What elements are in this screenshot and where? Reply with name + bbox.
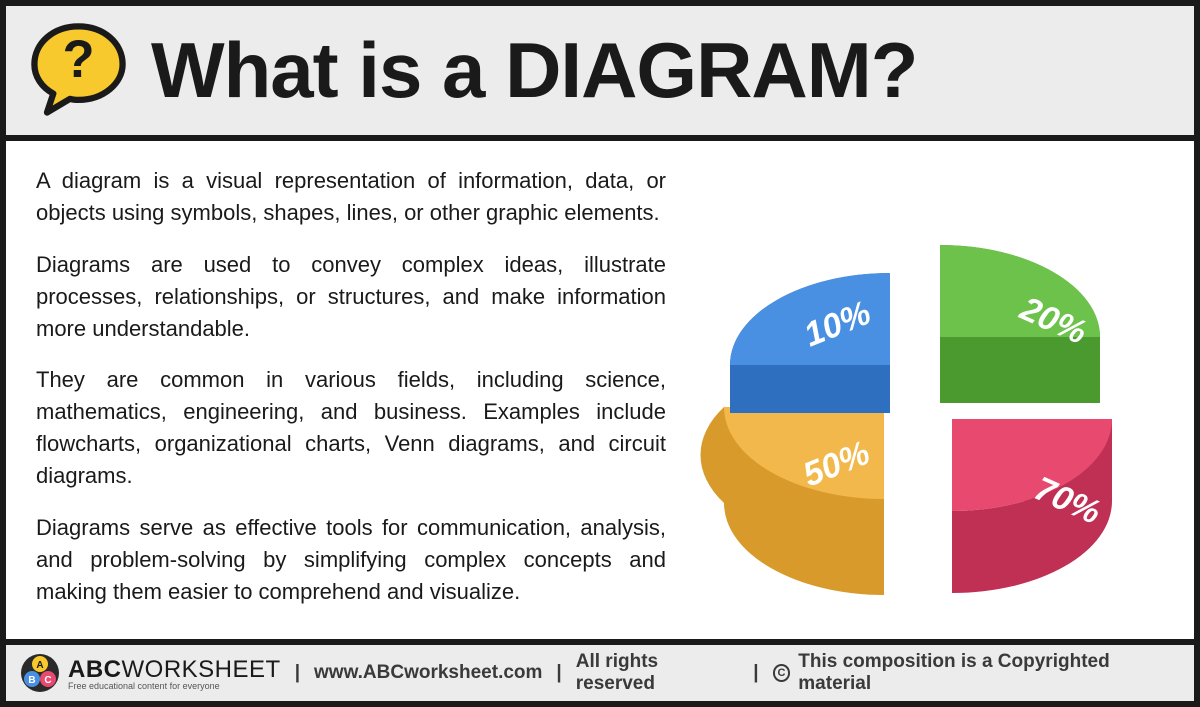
question-bubble-icon: ?: [26, 18, 131, 123]
copyright-icon: C: [773, 664, 791, 682]
footer-rights: All rights reserved: [576, 651, 739, 695]
paragraph: Diagrams are used to convey complex idea…: [36, 249, 666, 345]
svg-text:C: C: [44, 675, 51, 686]
worksheet-frame: ? What is a DIAGRAM? A diagram is a visu…: [0, 0, 1200, 707]
separator: |: [556, 662, 561, 684]
chart-column: 50% 70% 10%: [676, 165, 1164, 625]
svg-text:A: A: [36, 660, 43, 671]
paragraph: Diagrams serve as effective tools for co…: [36, 512, 666, 608]
text-column: A diagram is a visual representation of …: [36, 165, 666, 625]
separator: |: [295, 662, 300, 684]
body-area: A diagram is a visual representation of …: [6, 141, 1194, 645]
footer-url: www.ABCworksheet.com: [314, 662, 542, 684]
paragraph: A diagram is a visual representation of …: [36, 165, 666, 229]
pie-chart-3d: 50% 70% 10%: [654, 155, 1174, 655]
footer-brand: ABCWORKSHEET Free educational content fo…: [68, 656, 281, 691]
pie-slice-blue: 10%: [730, 273, 890, 413]
header-bar: ? What is a DIAGRAM?: [6, 6, 1194, 141]
paragraph: They are common in various fields, inclu…: [36, 364, 666, 492]
pie-slice-yellow: 50%: [700, 407, 884, 595]
svg-text:?: ?: [62, 30, 94, 89]
page-title: What is a DIAGRAM?: [151, 25, 917, 116]
pie-slice-red: 70%: [952, 419, 1112, 593]
footer-copyright: This composition is a Copyrighted materi…: [798, 651, 1180, 695]
separator: |: [753, 662, 758, 684]
brand-light: WORKSHEET: [122, 656, 281, 683]
abc-logo-icon: A B C: [20, 653, 60, 693]
svg-text:B: B: [28, 675, 35, 686]
brand-bold: ABC: [68, 656, 122, 683]
pie-slice-green: 20%: [940, 245, 1100, 403]
